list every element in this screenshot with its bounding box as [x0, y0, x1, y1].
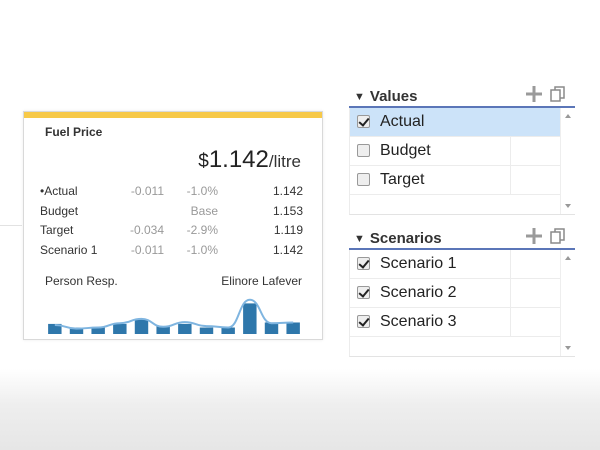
list-item-target[interactable]: Target	[350, 166, 575, 195]
row-delta: -0.011	[130, 184, 164, 198]
plus-icon[interactable]	[525, 85, 543, 103]
item-label: Scenario 3	[380, 313, 457, 330]
card-row-actual: Actual -0.011 -1.0% 1.142	[40, 182, 304, 202]
card-price: $1.142/litre	[198, 146, 301, 174]
card-value-rows: Actual -0.011 -1.0% 1.142 Budget Base 1.…	[40, 182, 304, 260]
row-name: Budget	[40, 203, 79, 218]
values-panel-header: ▼ Values	[349, 84, 575, 108]
scenarios-list: Scenario 1 Scenario 2 Scenario 3	[349, 250, 575, 357]
row-pct: -2.9%	[186, 223, 218, 237]
checkbox[interactable]	[357, 286, 370, 299]
sparkline-trend-line	[54, 298, 294, 330]
list-item-scenario-2[interactable]: Scenario 2	[350, 279, 575, 308]
list-item-actual[interactable]: Actual	[350, 108, 575, 137]
row-pct: -1.0%	[186, 242, 218, 257]
card-title: Fuel Price	[45, 125, 103, 139]
sparkline-bar	[134, 319, 149, 334]
values-panel: ▼ Values Actual Budget Target	[349, 84, 575, 215]
scroll-down-arrow-icon[interactable]	[565, 346, 571, 350]
column-divider	[510, 279, 511, 307]
price-unit: /litre	[268, 152, 301, 171]
person-responsible-value: Elinore Lafever	[221, 274, 302, 288]
price-currency: $	[198, 151, 209, 172]
collapse-triangle-icon[interactable]: ▼	[354, 91, 365, 103]
checkbox[interactable]	[357, 173, 370, 186]
values-panel-title[interactable]: ▼ Values	[354, 88, 417, 105]
list-item-scenario-1[interactable]: Scenario 1	[350, 250, 575, 279]
scroll-down-arrow-icon[interactable]	[565, 204, 571, 208]
row-name: Scenario 1	[40, 242, 98, 257]
item-label: Budget	[380, 142, 431, 159]
row-value: 1.153	[272, 203, 303, 218]
scroll-up-arrow-icon[interactable]	[565, 256, 571, 260]
scenarios-panel-title[interactable]: ▼ Scenarios	[354, 230, 442, 247]
card-accent-bar	[24, 112, 322, 118]
scenarios-panel-header: ▼ Scenarios	[349, 226, 575, 250]
scrollbar[interactable]	[560, 108, 575, 214]
checkbox[interactable]	[357, 257, 370, 270]
row-value: 1.119	[273, 223, 303, 237]
row-delta: -0.011	[130, 242, 164, 257]
list-item-budget[interactable]: Budget	[350, 137, 575, 166]
item-label: Target	[380, 171, 425, 188]
values-title-text: Values	[369, 88, 418, 105]
checkbox[interactable]	[357, 315, 370, 328]
sparkline-bar	[243, 303, 257, 334]
values-list: Actual Budget Target	[349, 108, 575, 215]
column-divider	[510, 166, 511, 194]
sparkline-bar	[48, 323, 62, 334]
collapse-triangle-icon[interactable]: ▼	[354, 233, 365, 245]
sparkline-bar	[91, 327, 105, 334]
column-divider	[510, 250, 511, 278]
row-value: 1.142	[272, 184, 303, 198]
sparkline-bar	[199, 327, 214, 334]
sparkline-bar	[178, 323, 192, 334]
kpi-card-fuel-price[interactable]: Fuel Price $1.142/litre Actual -0.011 -1…	[23, 111, 323, 340]
card-row-budget: Budget Base 1.153	[40, 202, 304, 222]
row-delta: -0.034	[129, 223, 164, 237]
sparkline-bar	[69, 327, 84, 334]
copy-icon[interactable]	[549, 85, 567, 103]
row-value: 1.142	[272, 242, 303, 257]
scenarios-title-text: Scenarios	[369, 230, 442, 247]
checkbox[interactable]	[357, 144, 370, 157]
row-pct: Base	[190, 203, 218, 218]
sparkline-bar	[264, 322, 279, 334]
person-responsible-label: Person Resp.	[45, 274, 118, 288]
row-name: Actual	[40, 184, 77, 198]
row-name: Target	[40, 223, 74, 237]
divider-line	[0, 225, 22, 226]
sparkline-chart	[48, 298, 300, 334]
sparkline-bar	[156, 326, 170, 334]
item-label: Scenario 2	[380, 284, 457, 301]
column-divider	[510, 308, 511, 336]
price-value: 1.142	[208, 146, 269, 173]
scrollbar[interactable]	[560, 250, 575, 356]
card-row-scenario-1: Scenario 1 -0.011 -1.0% 1.142	[40, 241, 304, 261]
copy-icon[interactable]	[549, 227, 567, 245]
item-label: Actual	[380, 113, 425, 130]
sparkline-bar	[221, 327, 235, 334]
scenarios-panel: ▼ Scenarios Scenario 1 Scenario 2 Scenari…	[349, 226, 575, 357]
card-row-target: Target -0.034 -2.9% 1.119	[40, 221, 304, 241]
list-item-scenario-3[interactable]: Scenario 3	[350, 308, 575, 337]
column-divider	[510, 137, 511, 165]
checkbox[interactable]	[357, 115, 370, 128]
scroll-up-arrow-icon[interactable]	[565, 114, 571, 118]
sparkline-bar	[286, 322, 300, 334]
sparkline-bar	[113, 323, 127, 334]
row-pct: -1.0%	[186, 184, 218, 198]
plus-icon[interactable]	[525, 227, 543, 245]
item-label: Scenario 1	[380, 255, 457, 272]
